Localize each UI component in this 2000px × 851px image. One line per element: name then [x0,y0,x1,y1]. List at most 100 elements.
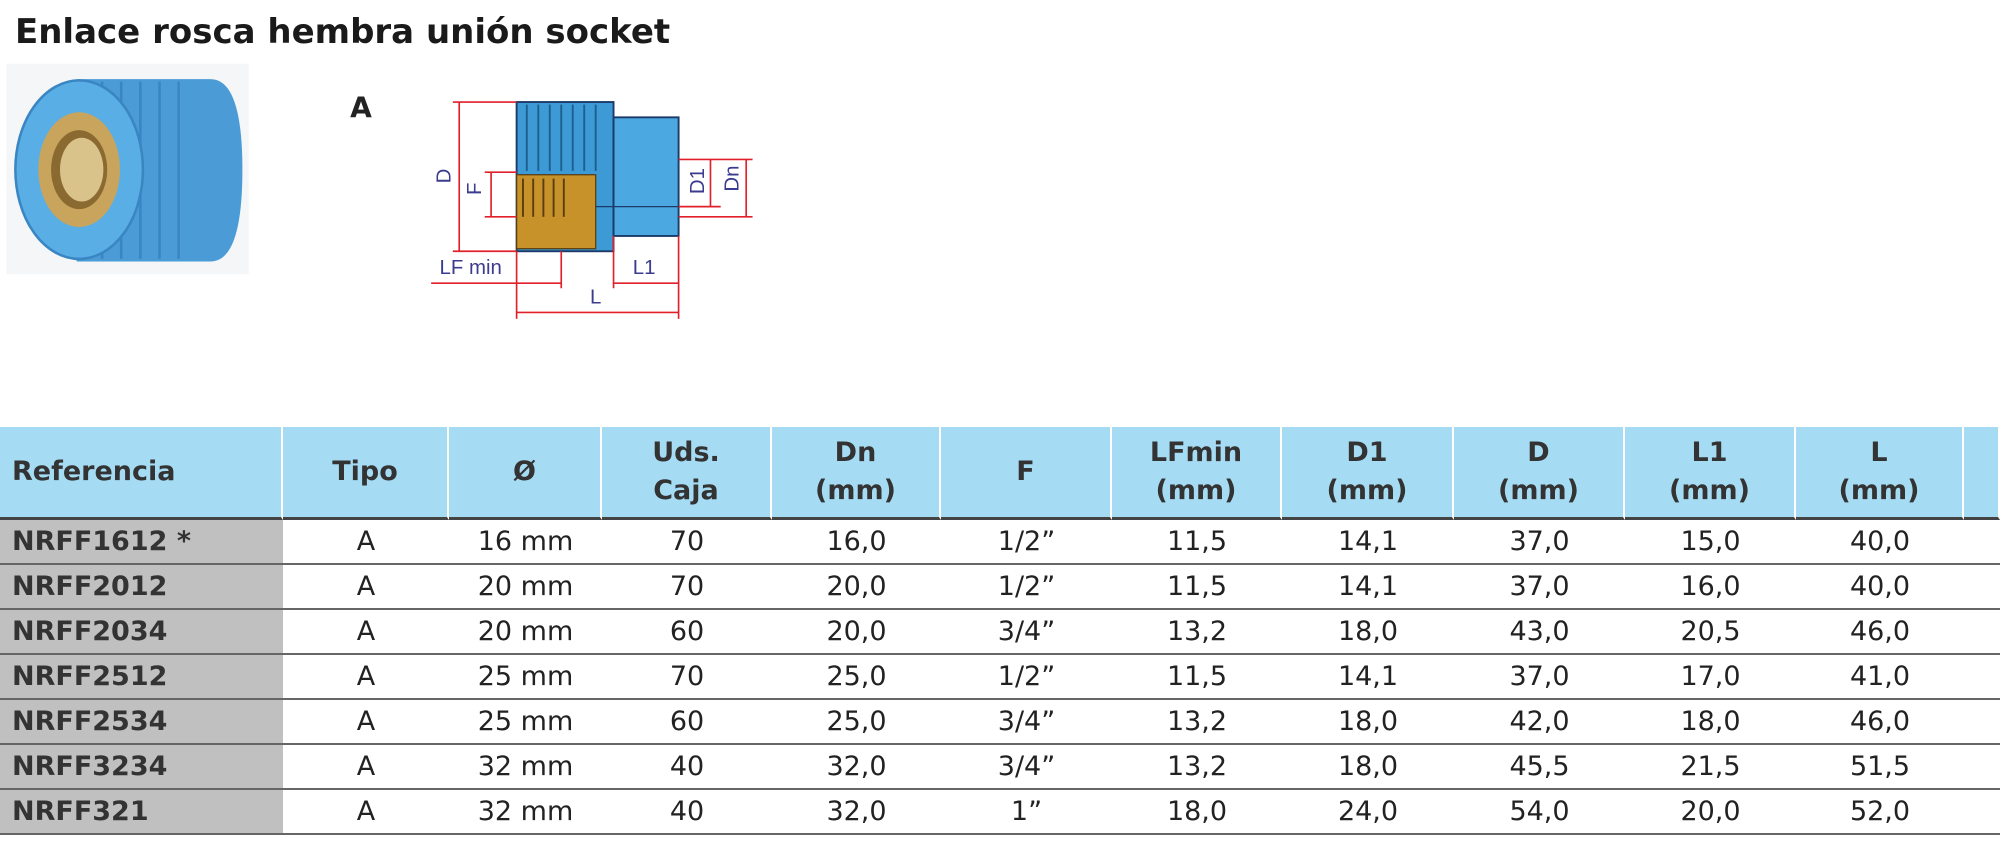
cell: 70 [602,520,772,565]
header-line: LFmin [1149,437,1243,468]
cell: 14,1 [1282,520,1454,565]
cell: 13,2 [1112,700,1282,745]
column-header: Uds. Caja [602,427,772,520]
cell: 20,0 [772,610,941,655]
cell: 1/2” [941,565,1112,610]
cell: 70 [602,565,772,610]
column-header: Referencia [0,427,283,520]
header-line: Uds. [652,437,720,468]
cell: 24,0 [1282,790,1454,835]
dim-label: F [464,183,486,195]
column-header: Tipo [283,427,449,520]
cell: A [283,745,449,790]
cell: 60 [602,700,772,745]
cell: 40,0 [1796,520,1964,565]
cell: 15,0 [1625,520,1796,565]
header-line: (mm) [815,475,896,506]
cell: 1” [941,790,1112,835]
cell: NRFF2034 [0,610,283,655]
header-line: D [1527,437,1550,468]
cell: 11,5 [1112,655,1282,700]
header-line: (mm) [1326,475,1408,506]
column-header: D (mm) [1454,427,1625,520]
cell: 60 [602,610,772,655]
cell: 3/4” [941,745,1112,790]
cell-cut [1964,655,2000,700]
cell: A [283,610,449,655]
cell: NRFF321 [0,790,283,835]
cell: 25,0 [772,700,941,745]
illustrations: A D F D1 Dn LF min L1 L [6,63,753,319]
cell: 51,5 [1796,745,1964,790]
header-line: L [1870,437,1888,468]
cell: 13,2 [1112,610,1282,655]
cell: A [283,790,449,835]
cell: 37,0 [1454,655,1625,700]
cell: 17,0 [1625,655,1796,700]
cell: 1/2” [941,655,1112,700]
cell: 32,0 [772,790,941,835]
cell: 40 [602,790,772,835]
cell: 14,1 [1282,565,1454,610]
column-header: L (mm) [1796,427,1964,520]
cell: 32,0 [772,745,941,790]
cell: 14,1 [1282,655,1454,700]
cell: 25,0 [772,655,941,700]
cell: 20 mm [449,565,602,610]
cell-cut [1964,745,2000,790]
cell: 43,0 [1454,610,1625,655]
title: Enlace rosca hembra unión socket [15,12,671,52]
cell: 18,0 [1282,700,1454,745]
column-header: D1 (mm) [1282,427,1454,520]
column-header: LFmin (mm) [1112,427,1282,520]
cell: 42,0 [1454,700,1625,745]
cell: 45,5 [1454,745,1625,790]
header-line: (mm) [1838,475,1920,506]
cell: 3/4” [941,610,1112,655]
cell: 25 mm [449,700,602,745]
cell: 20,0 [1625,790,1796,835]
dim-label: L [590,287,601,309]
cell: 21,5 [1625,745,1796,790]
cell: 11,5 [1112,565,1282,610]
header-line: Referencia [12,456,176,487]
cell: 18,0 [1625,700,1796,745]
cell: 16,0 [1625,565,1796,610]
cell: 18,0 [1112,790,1282,835]
cell: A [283,700,449,745]
cell: A [283,655,449,700]
cell: NRFF3234 [0,745,283,790]
header-line: Caja [653,475,719,506]
cell: NRFF2012 [0,565,283,610]
cell: 20,5 [1625,610,1796,655]
cell: 13,2 [1112,745,1282,790]
column-header: F [941,427,1112,520]
cell: A [283,565,449,610]
cell: 18,0 [1282,745,1454,790]
cell: 16 mm [449,520,602,565]
cell: 70 [602,655,772,700]
column-header: L1 (mm) [1625,427,1796,520]
cell-cut [1964,700,2000,745]
column-header: Dn (mm) [772,427,941,520]
cell: 32 mm [449,745,602,790]
header-line: Tipo [332,456,398,487]
cell: 25 mm [449,655,602,700]
cell-cut [1964,610,2000,655]
cell-cut [1964,790,2000,835]
cell: 18,0 [1282,610,1454,655]
cell: 20,0 [772,565,941,610]
cell: 16,0 [772,520,941,565]
cell: 52,0 [1796,790,1964,835]
cell: 11,5 [1112,520,1282,565]
cell: 32 mm [449,790,602,835]
cell-cut [1964,520,2000,565]
column-header-cut [1964,427,2000,520]
header-line: Dn [834,437,877,468]
cell: 41,0 [1796,655,1964,700]
cell: 37,0 [1454,565,1625,610]
header-line: F [1016,456,1035,487]
dim-label: Dn [722,166,744,192]
cell: 40,0 [1796,565,1964,610]
